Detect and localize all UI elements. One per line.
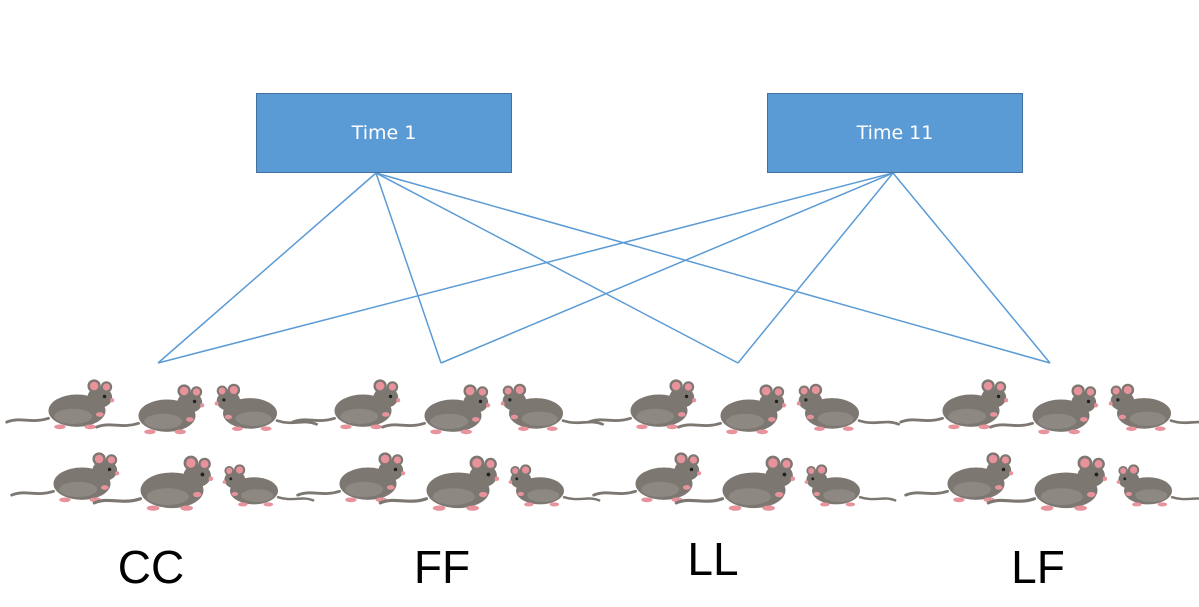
group-label: FF <box>413 541 471 593</box>
connector-line <box>375 172 1051 364</box>
mouse-icon <box>507 463 601 508</box>
mouse-icon <box>95 382 206 436</box>
mouse-cluster-cc <box>5 377 318 513</box>
connector-line <box>157 172 894 364</box>
connector-line <box>375 172 442 364</box>
connector-line <box>892 172 1051 364</box>
time-box: Time 1 <box>256 93 512 173</box>
mouse-icon <box>989 382 1100 436</box>
connector-line <box>157 172 377 364</box>
mouse-icon <box>1115 463 1199 508</box>
mouse-icon <box>213 382 318 433</box>
mouse-icon <box>803 463 897 508</box>
mouse-cluster-ff <box>291 377 604 513</box>
group-label: LL <box>687 533 739 585</box>
mouse-cluster-lf <box>899 377 1199 513</box>
group-label: CC <box>117 541 185 593</box>
mouse-icon <box>5 377 116 431</box>
time-box-label: Time 11 <box>856 122 934 144</box>
mouse-icon <box>899 377 1010 431</box>
connector-line <box>375 172 739 364</box>
time-box-label: Time 1 <box>351 122 417 144</box>
mouse-icon <box>677 382 788 436</box>
mouse-icon <box>10 450 121 504</box>
mouse-icon <box>592 450 703 504</box>
mouse-cluster-ll <box>587 377 900 513</box>
connector-line <box>737 172 894 364</box>
mouse-icon <box>795 382 900 433</box>
mouse-icon <box>381 382 492 436</box>
mouse-icon <box>587 377 698 431</box>
mouse-icon <box>1107 382 1199 433</box>
time-box: Time 11 <box>767 93 1023 173</box>
group-label: LF <box>1011 541 1065 593</box>
mouse-icon <box>296 450 407 504</box>
mouse-icon <box>499 382 604 433</box>
connector-line <box>440 172 894 364</box>
mouse-icon <box>904 450 1015 504</box>
mouse-icon <box>221 463 315 508</box>
